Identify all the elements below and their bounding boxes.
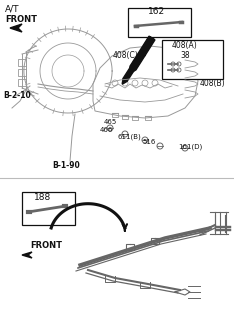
Bar xyxy=(18,79,26,86)
Text: B-2-10: B-2-10 xyxy=(3,91,31,100)
Text: 38: 38 xyxy=(180,51,190,60)
Text: 408(C): 408(C) xyxy=(113,51,139,60)
FancyBboxPatch shape xyxy=(161,39,223,78)
Text: 408(A): 408(A) xyxy=(172,41,198,50)
Text: FRONT: FRONT xyxy=(5,15,37,24)
Text: 188: 188 xyxy=(34,193,51,202)
Text: FRONT: FRONT xyxy=(30,241,62,250)
Polygon shape xyxy=(10,24,22,32)
Text: 408(B): 408(B) xyxy=(200,79,226,88)
Text: 162: 162 xyxy=(148,7,165,16)
Text: A/T: A/T xyxy=(5,5,19,14)
Text: 465: 465 xyxy=(104,119,117,125)
Text: 516: 516 xyxy=(142,139,155,145)
Polygon shape xyxy=(22,252,32,258)
Text: 161(D): 161(D) xyxy=(178,143,202,149)
Bar xyxy=(18,69,26,76)
FancyBboxPatch shape xyxy=(128,7,190,36)
Text: B-1-90: B-1-90 xyxy=(52,161,80,170)
Text: 466: 466 xyxy=(100,127,113,133)
Bar xyxy=(18,59,26,66)
Polygon shape xyxy=(129,36,155,74)
Text: 611(B): 611(B) xyxy=(118,133,142,140)
FancyBboxPatch shape xyxy=(22,191,74,225)
Polygon shape xyxy=(122,37,154,84)
